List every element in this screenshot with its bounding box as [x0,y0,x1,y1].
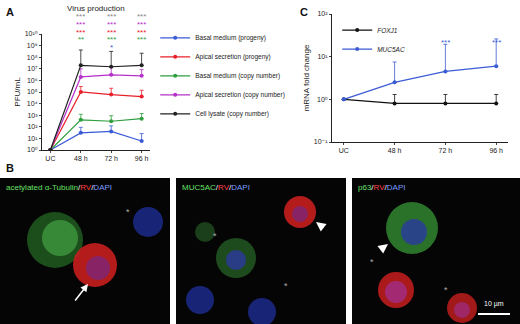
svg-text:mRNA fold change: mRNA fold change [302,44,311,111]
svg-text:10⁵: 10⁵ [27,88,38,95]
svg-text:*: * [284,281,288,291]
svg-text:48 h: 48 h [74,155,88,162]
svg-text:Apical secretion (progeny): Apical secretion (progeny) [195,53,271,61]
svg-text:***: *** [137,20,146,29]
svg-text:**: ** [78,35,84,44]
svg-text:FOXJ1: FOXJ1 [377,27,398,34]
svg-text:10 µm: 10 µm [484,300,504,308]
svg-text:Basal medium (progeny): Basal medium (progeny) [195,34,266,42]
svg-text:10¹: 10¹ [27,135,38,142]
svg-text:MUC5AC/RV/DAPI: MUC5AC/RV/DAPI [182,183,250,192]
svg-text:PFU/mL: PFU/mL [13,77,22,107]
svg-text:10¹⁰: 10¹⁰ [25,30,38,37]
svg-text:***: *** [137,35,146,44]
svg-text:***: *** [107,12,116,21]
svg-text:*: * [110,43,113,52]
svg-text:A: A [6,6,14,18]
svg-text:***: *** [441,38,450,47]
svg-text:96 h: 96 h [135,155,149,162]
svg-text:UC: UC [339,147,349,154]
svg-text:10⁹: 10⁹ [27,42,38,49]
svg-text:Virus production: Virus production [67,4,125,13]
svg-text:***: *** [107,35,116,44]
svg-text:96 h: 96 h [489,147,503,154]
svg-text:***: *** [76,28,85,37]
svg-text:10⁶: 10⁶ [27,77,38,84]
svg-text:Cell lysate (copy number): Cell lysate (copy number) [195,110,269,118]
svg-text:***: *** [492,38,501,47]
svg-text:Apical secretion (copy number): Apical secretion (copy number) [195,91,285,99]
svg-text:10⁷: 10⁷ [27,65,38,72]
svg-text:*: * [213,231,217,241]
svg-text:MUC5AC: MUC5AC [377,46,405,53]
svg-text:10⁰: 10⁰ [317,96,328,103]
svg-text:*: * [126,207,130,217]
svg-text:***: *** [137,12,146,21]
svg-text:10⁰: 10⁰ [27,146,38,153]
svg-text:B: B [6,162,14,174]
svg-text:10²: 10² [27,123,38,130]
svg-text:***: *** [76,20,85,29]
svg-text:***: *** [107,20,116,29]
svg-text:*: * [370,257,374,267]
svg-text:72 h: 72 h [104,155,118,162]
svg-text:10²: 10² [317,10,328,17]
svg-text:***: *** [76,12,85,21]
svg-text:p63/RV/DAPI: p63/RV/DAPI [358,183,405,192]
svg-text:10⁴: 10⁴ [27,100,38,107]
svg-text:48 h: 48 h [388,147,402,154]
svg-text:***: *** [137,28,146,37]
svg-text:10¹: 10¹ [317,53,328,60]
svg-text:*: * [444,285,448,295]
svg-text:10³: 10³ [27,112,38,119]
svg-text:C: C [300,6,308,18]
svg-text:10⁻¹: 10⁻¹ [314,138,328,145]
svg-text:UC: UC [45,155,55,162]
svg-text:72 h: 72 h [439,147,453,154]
svg-text:***: *** [107,28,116,37]
svg-text:Basal medium (copy number): Basal medium (copy number) [195,72,280,80]
svg-text:10⁸: 10⁸ [27,54,38,61]
svg-text:acetylated α-Tubulin/RV/DAPI: acetylated α-Tubulin/RV/DAPI [6,183,112,192]
